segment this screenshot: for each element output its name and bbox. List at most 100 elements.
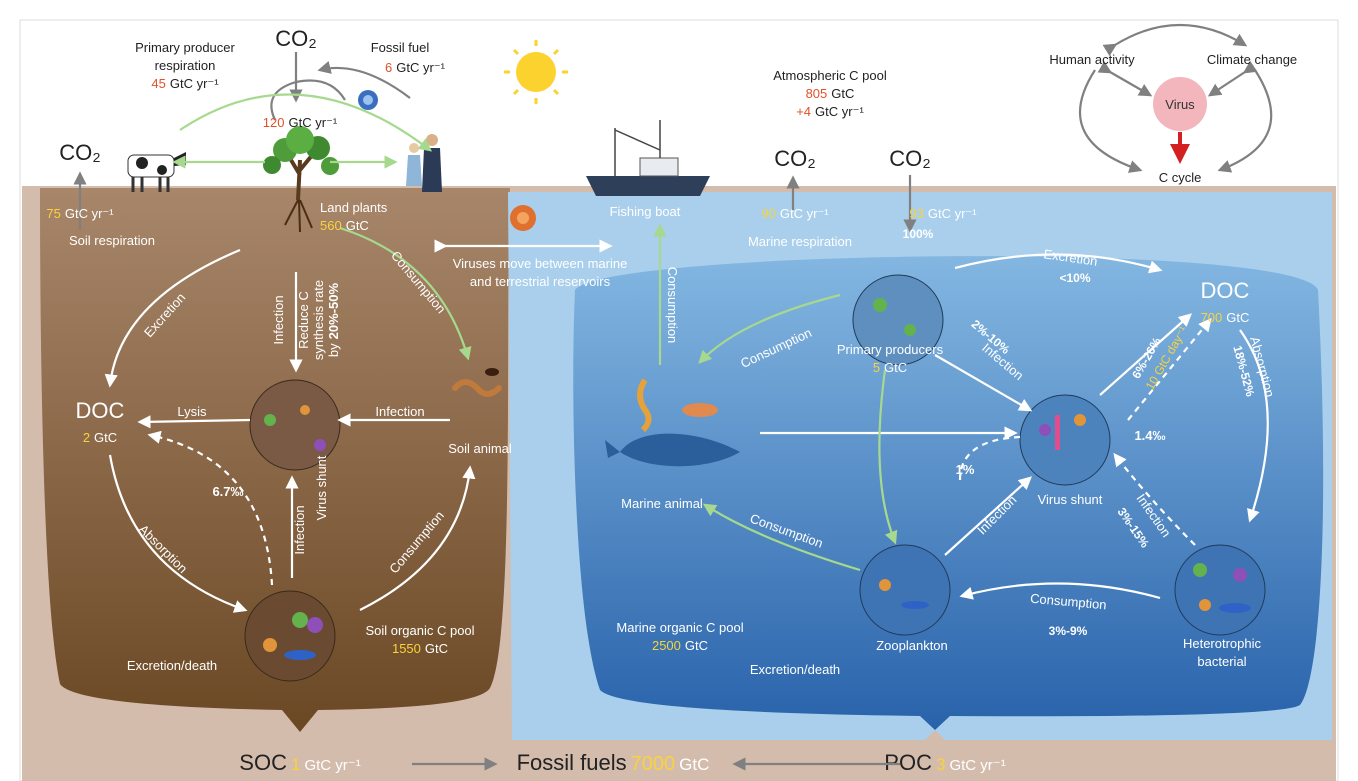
pool: 5 [873, 360, 880, 375]
diagram: CO₂ Primary producer respiration 45 GtC yr⁻¹… [0, 0, 1358, 781]
label: by [326, 343, 341, 357]
pool: GtC [94, 430, 117, 445]
bottom-pool: GtC yr⁻¹ [304, 757, 360, 774]
pool: GtC [884, 360, 907, 375]
pool: GtC [685, 638, 708, 653]
label: synthesis rate [311, 280, 326, 360]
label: <10% [1059, 271, 1090, 285]
label: Excretion/death [750, 662, 840, 677]
flux: 75 GtC yr⁻¹ [46, 206, 114, 221]
label: and terrestrial reservoirs [470, 274, 611, 289]
label: Soil respiration [69, 233, 155, 248]
pool: 5 GtC [873, 360, 907, 375]
label: Human activity [1049, 52, 1135, 67]
label: Fossil fuel [371, 40, 430, 55]
label: Marine respiration [748, 234, 852, 249]
label: Soil animal [448, 441, 512, 456]
co2: CO₂ [275, 26, 317, 51]
doc: DOC [76, 398, 125, 423]
co2: CO₂ [774, 146, 816, 171]
flux: 45 GtC yr⁻¹ [151, 76, 219, 91]
flux: 75 [46, 206, 60, 221]
label: and terrestrial reservoirs [470, 274, 611, 289]
flux: 93 [909, 206, 923, 221]
flux: GtC yr⁻¹ [815, 104, 864, 119]
pool: GtC [1226, 310, 1249, 325]
label: Lysis [177, 404, 207, 419]
label: respiration [155, 58, 216, 73]
label: Infection [292, 505, 307, 554]
flux: 45 [151, 76, 165, 91]
doc: DOC [1201, 278, 1250, 303]
background [20, 20, 1338, 781]
label: Heterotrophic [1183, 636, 1262, 651]
flux: GtC yr⁻¹ [170, 76, 219, 91]
flux: GtC yr⁻¹ [780, 206, 829, 221]
pool: 560 [320, 218, 342, 233]
label: Atmospheric C pool [773, 68, 887, 83]
label: Reduce C [296, 291, 311, 349]
bottom-pool: 7000 [631, 753, 676, 775]
label: Infection [271, 295, 286, 344]
label: Lysis [177, 404, 207, 419]
ratio: 1% [956, 462, 975, 477]
pool: GtC [425, 641, 448, 656]
pool: 2500 GtC [652, 638, 708, 653]
label: Infection [375, 404, 424, 419]
label: Fishing boat [610, 204, 681, 219]
bottom-pool: GtC yr⁻¹ [949, 757, 1005, 774]
co2: CO₂ [59, 140, 101, 165]
label: Human activity [1049, 52, 1135, 67]
label: Primary producer [135, 40, 235, 55]
label: Marine organic C pool [616, 620, 743, 635]
label: Infection [292, 505, 307, 554]
bottom-pool: 1 [291, 755, 300, 774]
label: Land plants [320, 200, 388, 215]
flux: +4 [796, 104, 811, 119]
label: Virus shunt [1038, 492, 1103, 507]
pool: GtC [346, 218, 369, 233]
label: Fossil fuel [371, 40, 430, 55]
ratio: 1% [956, 462, 975, 477]
label: respiration [155, 58, 216, 73]
label: Infection [271, 295, 286, 344]
doc: DOC [1201, 278, 1250, 303]
co2: CO₂ [59, 140, 101, 165]
label: C cycle [1159, 170, 1202, 185]
label: Reduce C [296, 291, 311, 349]
co2: CO₂ [889, 146, 931, 171]
label: Climate change [1207, 52, 1297, 67]
label: Soil animal [448, 441, 512, 456]
label: Primary producers [837, 342, 944, 357]
ratio: 1.4‰ [1134, 428, 1165, 443]
flux: 120GtC yr⁻¹ [263, 115, 338, 130]
label: Virus [1165, 97, 1195, 112]
flux: GtC yr⁻¹ [65, 206, 114, 221]
label: 3%-9% [1049, 624, 1088, 638]
label: Zooplankton [876, 638, 948, 653]
flux: GtC yr⁻¹ [396, 60, 445, 75]
ratio: 6.7‰ [212, 484, 243, 499]
flux: 90 [761, 206, 775, 221]
pool: 2 [83, 430, 90, 445]
pool: 2500 [652, 638, 681, 653]
doc: DOC [76, 398, 125, 423]
label: Excretion/death [750, 662, 840, 677]
label: 20%-50% [326, 283, 341, 340]
bottom-pool: Fossil fuels [517, 750, 627, 775]
label: Consumption [665, 267, 680, 344]
pool: 2 GtC [83, 430, 117, 445]
label: Virus shunt [314, 455, 329, 520]
label: Primary producer [135, 40, 235, 55]
label: bacterial [1197, 654, 1246, 669]
label: Virus [1165, 97, 1195, 112]
pool: GtC [831, 86, 854, 101]
label: by 20%-50% [326, 283, 341, 358]
bottom-pool: 3 [936, 755, 945, 774]
flux: GtC yr⁻¹ [288, 115, 337, 130]
label: 3%-9% [1049, 624, 1088, 638]
pool: 700 [1201, 310, 1223, 325]
co2: CO₂ [275, 26, 317, 51]
